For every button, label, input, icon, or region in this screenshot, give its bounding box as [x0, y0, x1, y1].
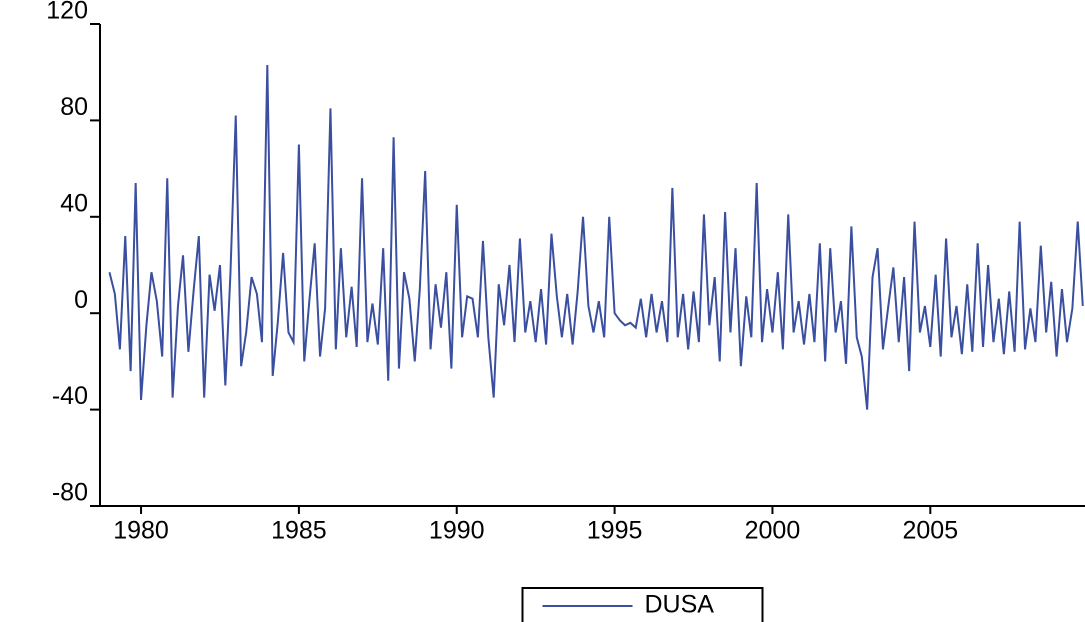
x-tick-label: 1985: [271, 517, 327, 545]
y-tick-label: 40: [60, 189, 88, 217]
x-tick-label: 1980: [113, 517, 169, 545]
x-tick-label: 2000: [745, 517, 801, 545]
y-tick-label: -40: [52, 382, 88, 410]
x-tick-label: 1995: [587, 517, 643, 545]
series-line: [108, 64, 1084, 410]
x-tick-label: 2005: [902, 517, 958, 545]
y-tick-label: -80: [52, 479, 88, 507]
y-tick-label: 0: [74, 286, 88, 314]
y-tick-label: 120: [46, 0, 88, 25]
x-tick-label: 1990: [429, 517, 485, 545]
legend-label: DUSA: [645, 591, 715, 619]
y-tick-label: 80: [60, 93, 88, 121]
